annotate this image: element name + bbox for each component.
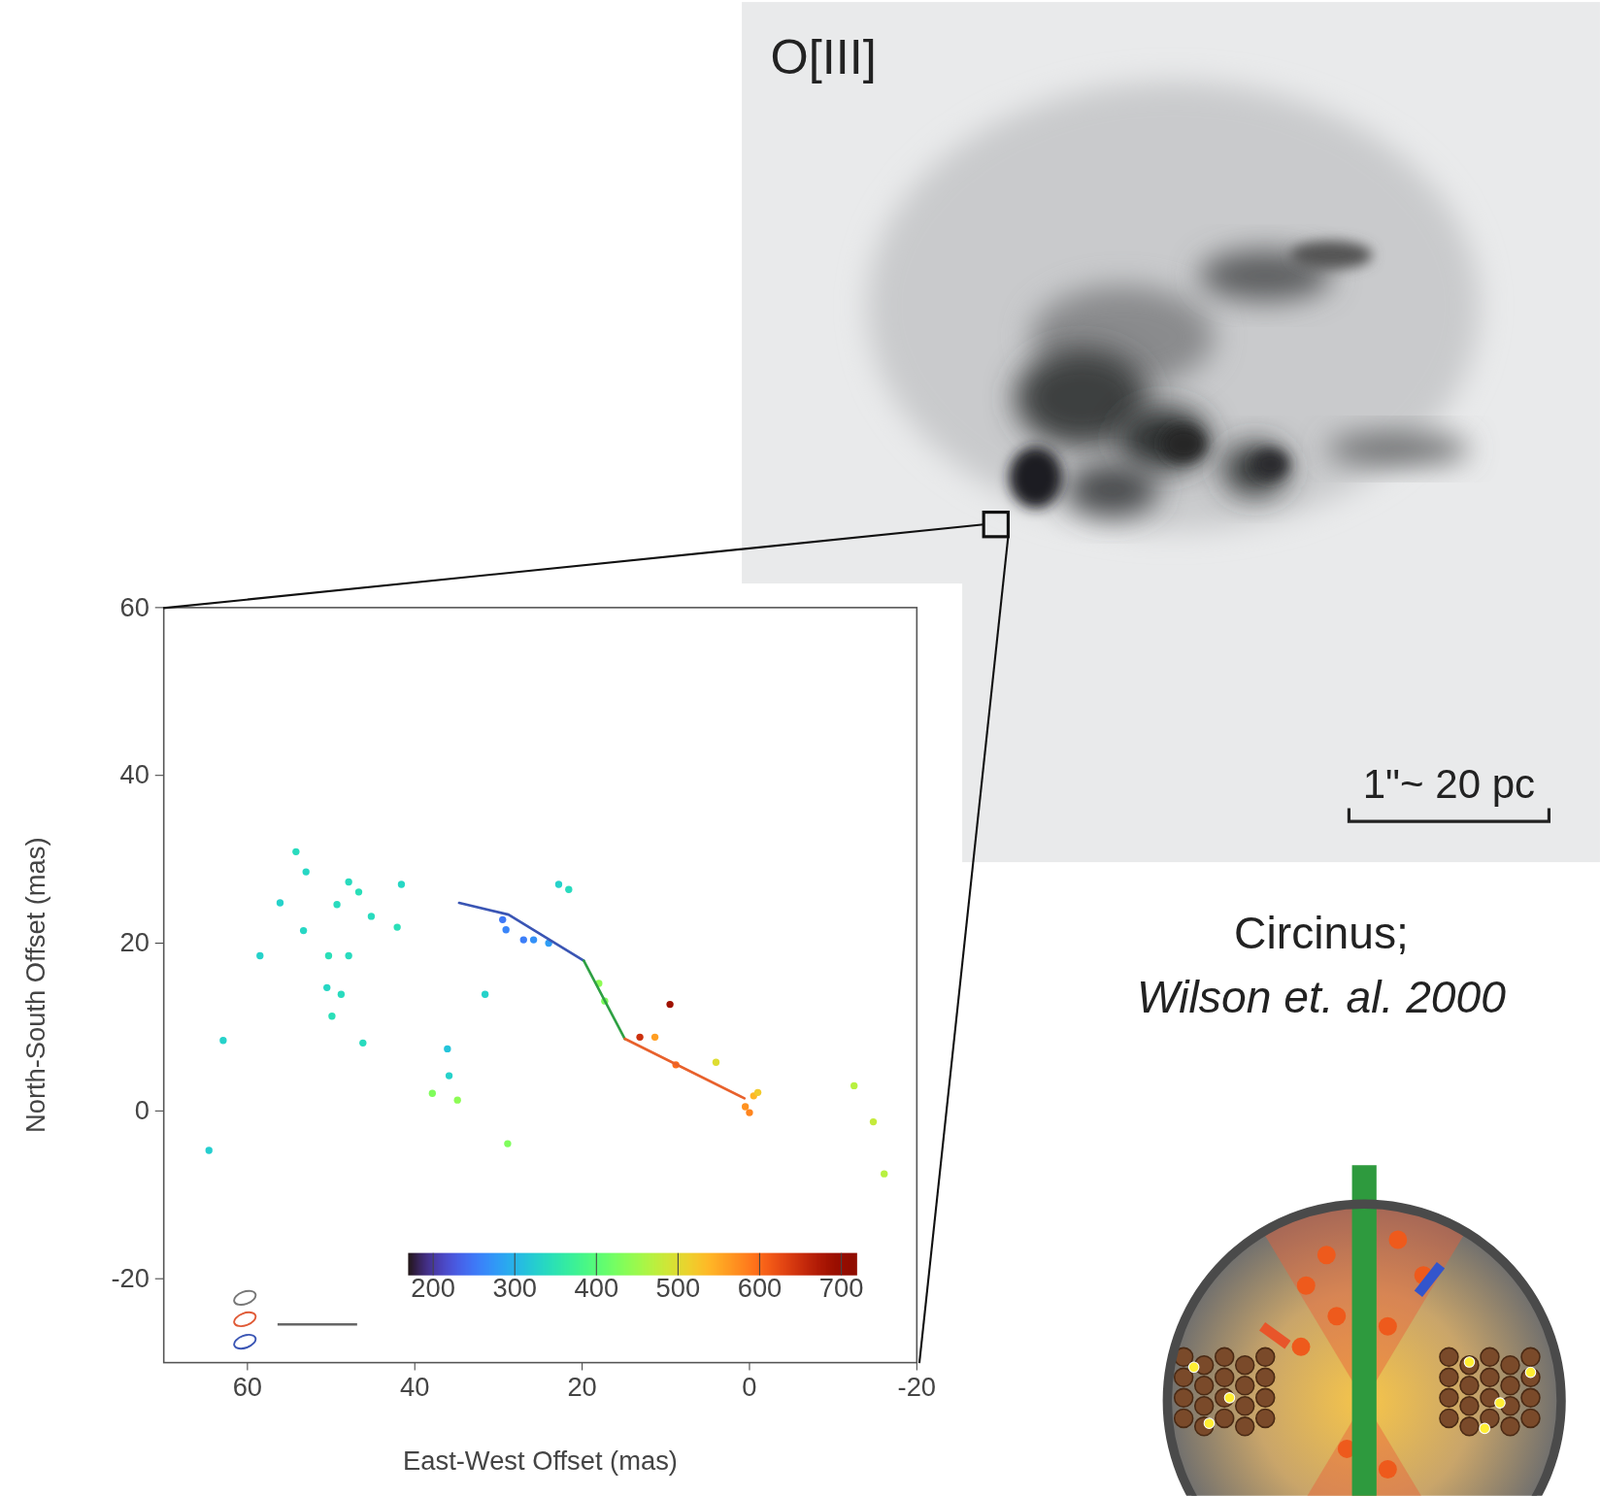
svg-text:300: 300 <box>492 1272 537 1303</box>
svg-text:200: 200 <box>410 1272 456 1303</box>
svg-text:60: 60 <box>120 592 150 623</box>
svg-text:400: 400 <box>574 1272 620 1303</box>
svg-text:20: 20 <box>566 1371 597 1402</box>
svg-text:40: 40 <box>400 1371 430 1402</box>
svg-text:60: 60 <box>233 1371 263 1402</box>
svg-text:600: 600 <box>737 1272 783 1303</box>
svg-text:North-South Offset (mas): North-South Offset (mas) <box>20 836 51 1134</box>
svg-text:0: 0 <box>134 1095 150 1126</box>
svg-text:0: 0 <box>741 1371 757 1402</box>
svg-text:East-West Offset (mas): East-West Offset (mas) <box>402 1445 678 1476</box>
svg-text:-20: -20 <box>110 1263 149 1294</box>
svg-text:Circinus;: Circinus; <box>1233 907 1409 959</box>
svg-text:20: 20 <box>120 927 150 958</box>
svg-text:Wilson et. al. 2000: Wilson et. al. 2000 <box>1136 971 1506 1023</box>
svg-text:40: 40 <box>120 759 150 790</box>
svg-text:-20: -20 <box>898 1371 936 1402</box>
svg-text:O[III]: O[III] <box>770 29 877 85</box>
svg-text:700: 700 <box>819 1272 865 1303</box>
svg-text:500: 500 <box>656 1272 701 1303</box>
svg-text:1"~ 20 pc: 1"~ 20 pc <box>1363 761 1535 807</box>
